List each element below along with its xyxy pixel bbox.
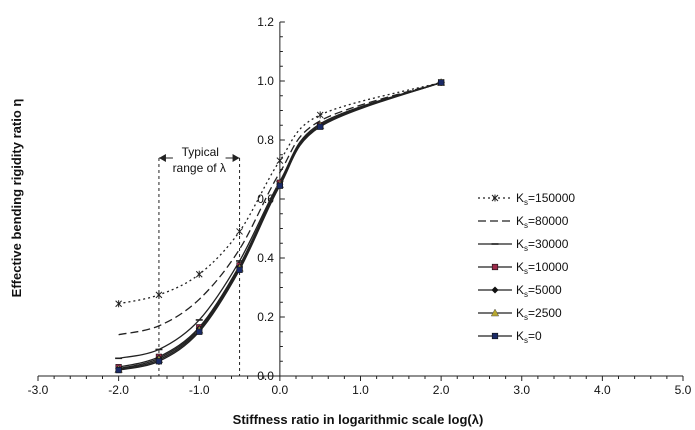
x-tick-label: 1.0 bbox=[352, 383, 369, 397]
legend-label: Ks=30000 bbox=[516, 237, 569, 253]
legend-marker bbox=[491, 263, 499, 271]
series-6 bbox=[115, 79, 445, 374]
legend-label: Ks=80000 bbox=[516, 214, 569, 230]
range-arrowhead-left bbox=[158, 154, 166, 162]
x-tick-label: 4.0 bbox=[594, 383, 611, 397]
y-tick-label: 1.0 bbox=[257, 74, 274, 88]
legend-label: Ks=0 bbox=[516, 329, 542, 345]
data-point bbox=[155, 291, 163, 299]
y-axis-title: Effective bending rigidity ratio η bbox=[9, 99, 24, 298]
x-tick-label: -1.0 bbox=[189, 383, 210, 397]
legend-label: Ks=5000 bbox=[516, 283, 562, 299]
data-point bbox=[115, 300, 122, 308]
legend-item: Ks=0 bbox=[478, 329, 542, 345]
legend-item: Ks=30000 bbox=[478, 237, 569, 253]
series-line bbox=[118, 81, 442, 305]
series-1 bbox=[118, 81, 442, 336]
data-point bbox=[236, 227, 243, 235]
series-line bbox=[118, 81, 442, 336]
y-tick-label: 1.2 bbox=[257, 15, 274, 29]
annotation-line1: Typical bbox=[182, 145, 219, 159]
x-axis-title: Stiffness ratio in logarithmic scale log… bbox=[233, 412, 484, 427]
y-tick-label: 0.4 bbox=[257, 251, 274, 265]
data-point bbox=[438, 79, 445, 86]
y-tick-label: 0.2 bbox=[257, 310, 274, 324]
series-layer bbox=[114, 77, 446, 374]
axes-layer: -3.0 -2.0 -1.0 0.0 1.0 2.0 3.0 4.0 5.0 0.0 0.2 0.4 0… bbox=[28, 15, 692, 397]
x-tick-label: -2.0 bbox=[108, 383, 129, 397]
legend-label: Ks=2500 bbox=[516, 306, 562, 322]
data-point bbox=[276, 157, 284, 165]
legend-label: Ks=10000 bbox=[516, 260, 569, 276]
x-tick-label: 3.0 bbox=[513, 383, 530, 397]
range-arrowhead-right bbox=[232, 154, 240, 162]
data-point bbox=[155, 358, 163, 365]
data-point bbox=[276, 182, 283, 189]
annotation-layer: Typical range of λ bbox=[158, 145, 241, 376]
legend-item: Ks=5000 bbox=[478, 283, 562, 299]
data-point bbox=[196, 328, 203, 335]
legend-marker bbox=[491, 286, 499, 294]
legend: Ks=150000 Ks=80000 Ks=30000 Ks=10000 Ks=5000… bbox=[478, 191, 575, 345]
legend-item: Ks=80000 bbox=[478, 214, 569, 230]
legend-marker bbox=[491, 332, 499, 340]
data-point bbox=[317, 123, 324, 130]
y-tick-label: 0.8 bbox=[257, 133, 274, 147]
x-tick-label: 0.0 bbox=[272, 383, 289, 397]
legend-marker bbox=[491, 194, 499, 202]
legend-item: Ks=150000 bbox=[478, 191, 575, 207]
legend-marker bbox=[490, 308, 500, 317]
data-point bbox=[115, 366, 122, 374]
data-point bbox=[195, 270, 203, 278]
legend-item: Ks=10000 bbox=[478, 260, 569, 276]
legend-label: Ks=150000 bbox=[516, 191, 575, 207]
x-tick-label: -3.0 bbox=[28, 383, 49, 397]
legend-item: Ks=2500 bbox=[478, 306, 562, 322]
data-point bbox=[236, 266, 243, 273]
series-line bbox=[118, 81, 442, 359]
x-tick-label: 5.0 bbox=[675, 383, 692, 397]
x-tick-label: 2.0 bbox=[433, 383, 450, 397]
annotation-line2: range of λ bbox=[173, 161, 226, 175]
y-tick-label: 0.0 bbox=[257, 369, 274, 383]
data-point bbox=[316, 111, 324, 119]
